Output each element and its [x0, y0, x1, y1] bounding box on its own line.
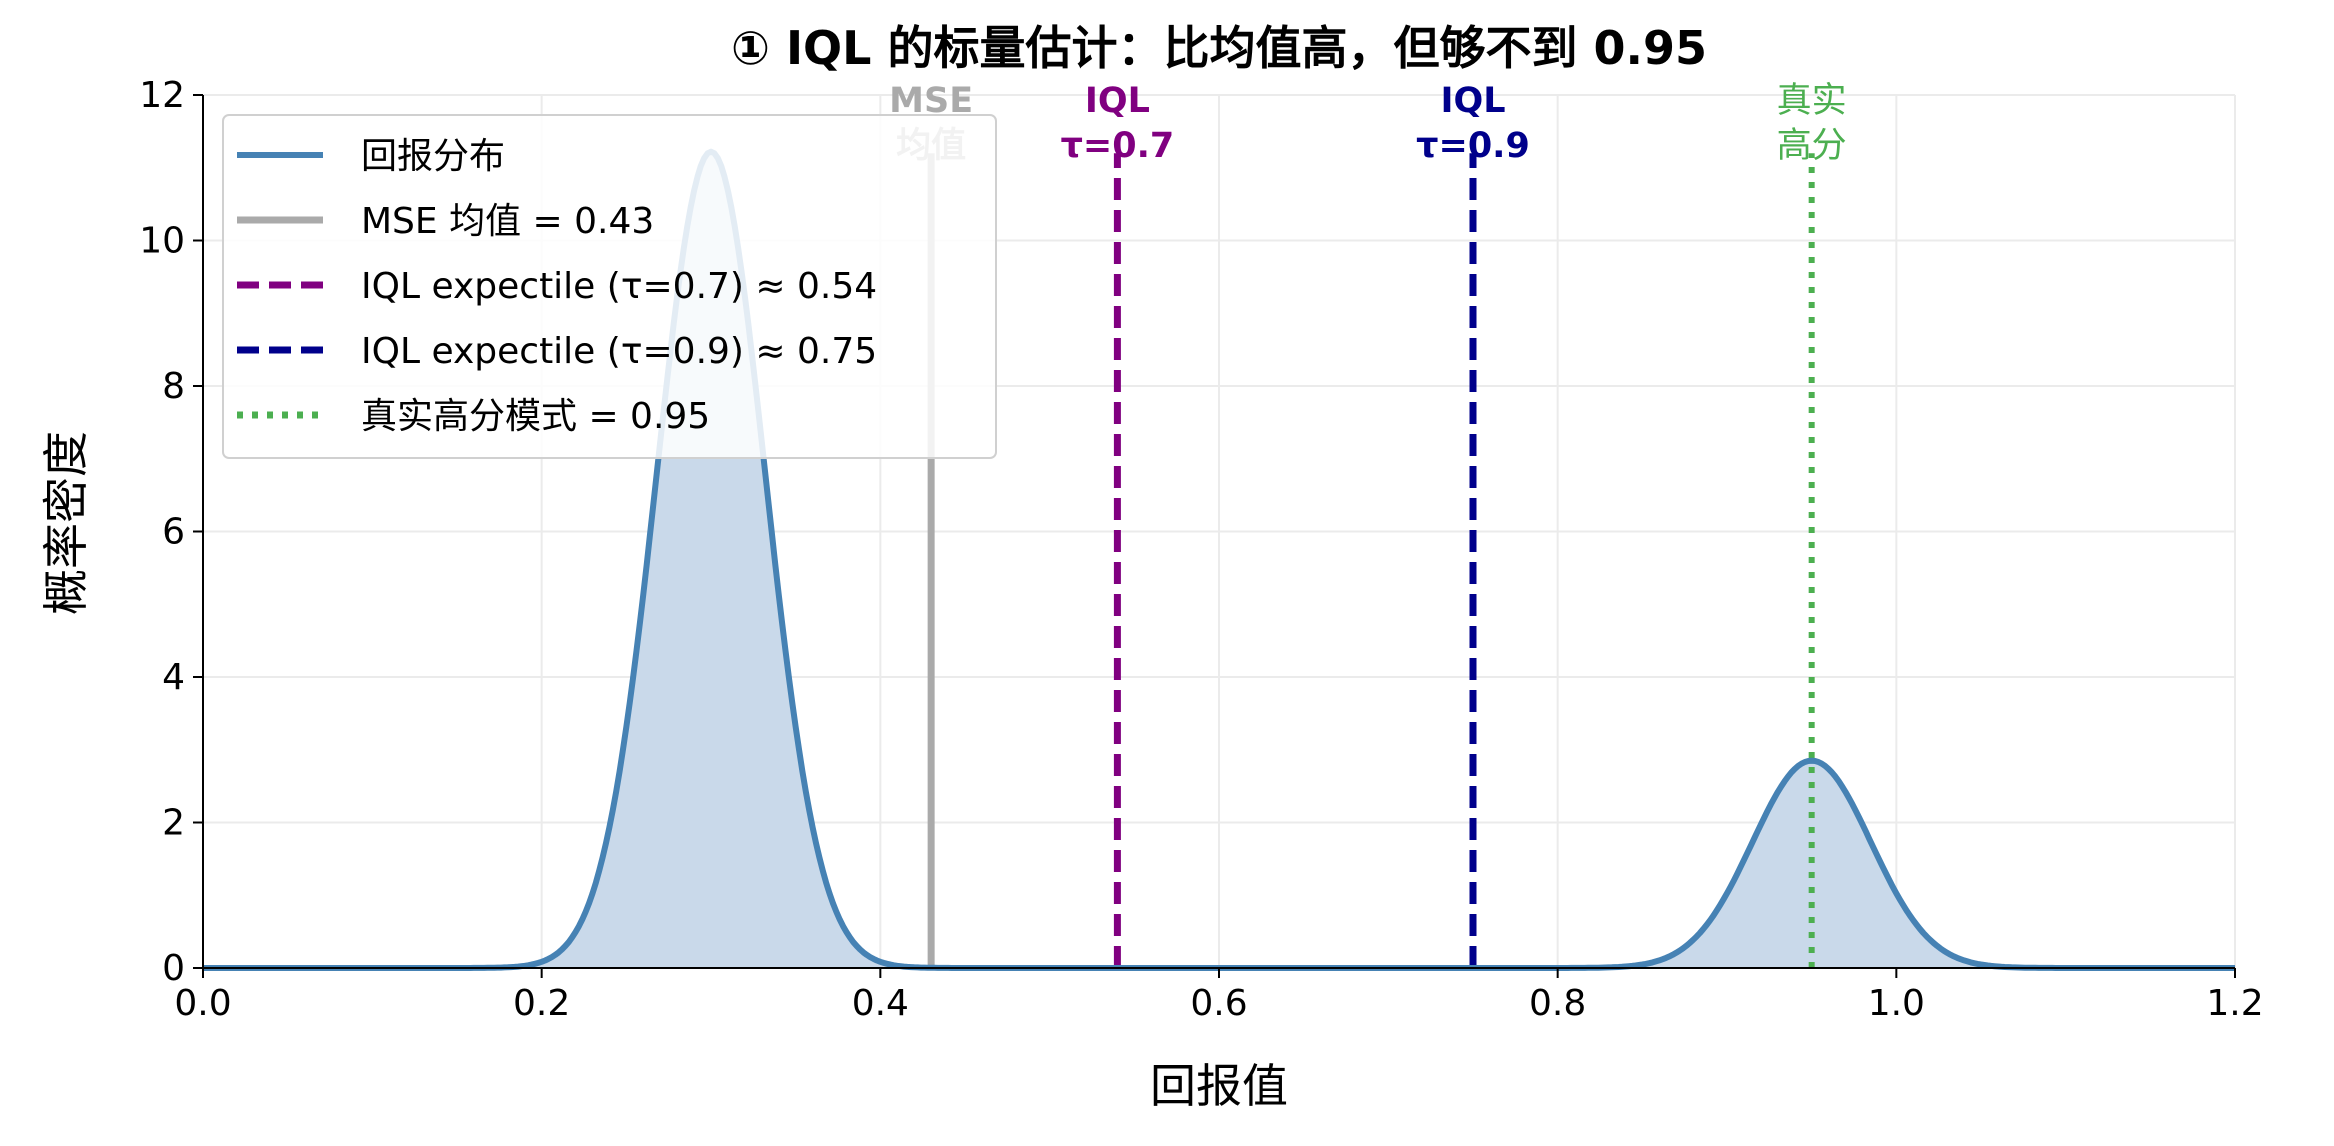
- reference-line-label: IQL: [1440, 81, 1505, 121]
- y-tick-label: 0: [162, 948, 185, 989]
- y-tick-label: 12: [139, 75, 185, 116]
- axes: 0.0 0.2 0.4 0.6 0.8 1.0 1.2 0 2 4 6 8 10 12: [139, 75, 2263, 1024]
- x-tick-label: 0.2: [513, 983, 570, 1024]
- legend-entry: 回报分布: [361, 136, 505, 177]
- x-tick-label: 1.0: [1868, 983, 1925, 1024]
- y-axis-label: 概率密度: [39, 431, 93, 615]
- reference-line-label: τ=0.9: [1416, 126, 1530, 166]
- y-tick-label: 2: [162, 803, 185, 844]
- legend-entry: MSE 均值 = 0.43: [361, 201, 654, 242]
- y-tick-label: 8: [162, 366, 185, 407]
- reference-line-label: 高分: [1777, 126, 1847, 166]
- y-tick-label: 6: [162, 512, 185, 553]
- reference-lines: [927, 153, 1815, 968]
- x-tick-label: 0.4: [852, 983, 909, 1024]
- x-tick-label: 0.6: [1190, 983, 1247, 1024]
- x-tick-label: 0.0: [174, 983, 231, 1024]
- reference-line-label: IQL: [1085, 81, 1150, 121]
- y-tick-label: 4: [162, 657, 185, 698]
- y-tick-label: 10: [139, 221, 185, 262]
- x-tick-label: 1.2: [2206, 983, 2263, 1024]
- legend-box: [222, 114, 997, 459]
- x-axis-label: 回报值: [1150, 1059, 1288, 1113]
- reference-line-label: τ=0.7: [1061, 126, 1175, 166]
- reference-line-label: 真实: [1777, 81, 1847, 121]
- legend-entry: IQL expectile (τ=0.7) ≈ 0.54: [361, 266, 877, 307]
- legend-entry: IQL expectile (τ=0.9) ≈ 0.75: [361, 331, 877, 372]
- chart-title: ① IQL 的标量估计：比均值高，但够不到 0.95: [731, 21, 1707, 75]
- x-tick-label: 0.8: [1529, 983, 1586, 1024]
- legend: 回报分布 MSE 均值 = 0.43 IQL expectile (τ=0.7) ≈…: [222, 114, 997, 459]
- legend-entry: 真实高分模式 = 0.95: [361, 396, 710, 437]
